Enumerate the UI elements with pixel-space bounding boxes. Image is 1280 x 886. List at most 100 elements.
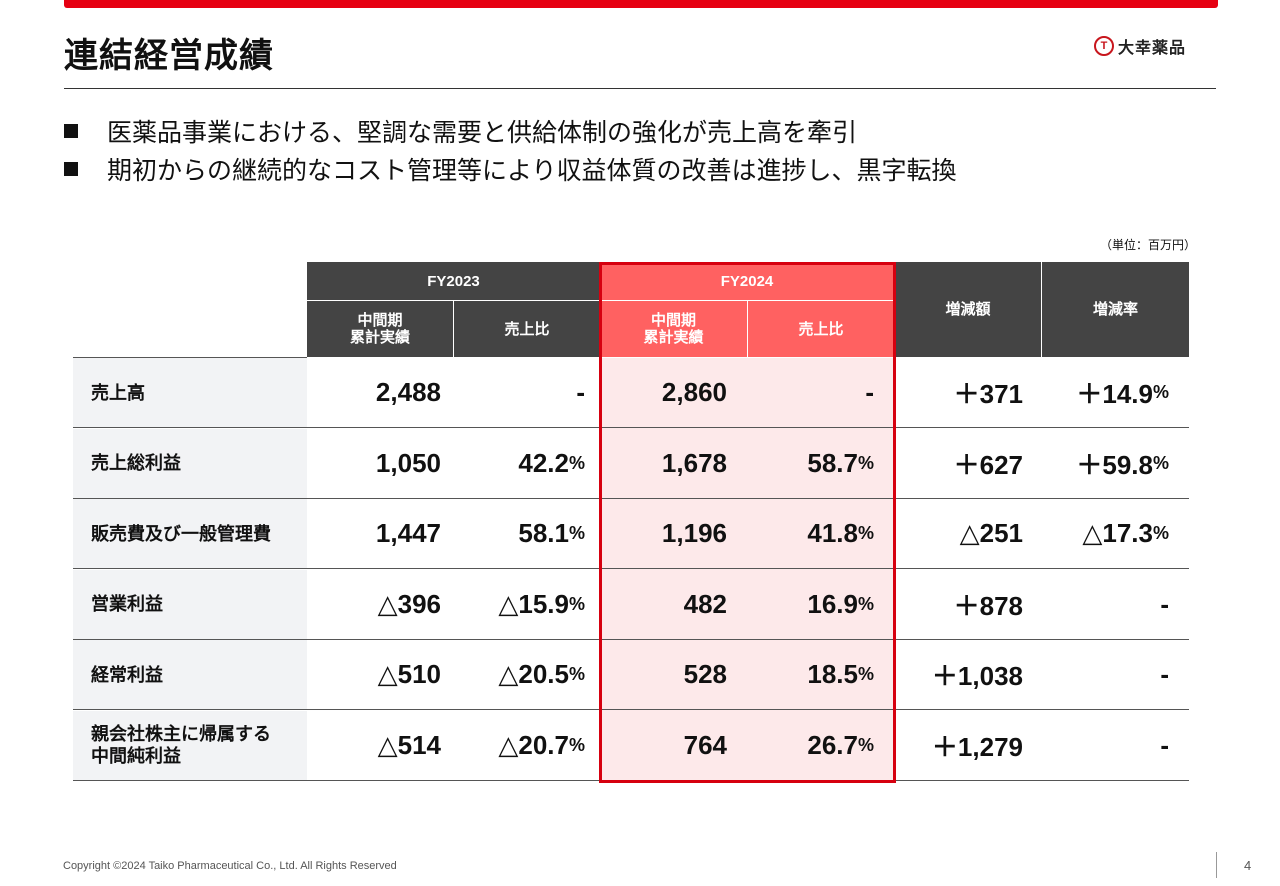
cell-value: 1,678 [661, 447, 727, 478]
cell-value: 482 [683, 588, 727, 619]
cell-value: △510 [377, 659, 441, 689]
fy2023-ratio-cell: 42.2% [439, 429, 585, 498]
cell-value: △396 [377, 588, 441, 619]
header-line: 累計実績 [643, 329, 704, 346]
fy2023-interim-cell: △514 [295, 711, 441, 780]
fy2024-ratio-cell: 16.9% [728, 570, 874, 639]
change-amount-cell: △251 [877, 499, 1023, 568]
cell-value: 2,488 [375, 377, 441, 407]
cell-value: △20.7 [498, 729, 569, 760]
change-amount-cell: ＋1,038 [877, 640, 1023, 709]
row-label-line: 売上総利益 [91, 453, 181, 473]
cell-value: △17.3 [1082, 518, 1153, 548]
row-label: 営業利益 [73, 569, 307, 639]
percent-sign: % [1152, 452, 1169, 473]
header-line: 中間期 [650, 312, 696, 329]
cell-value: ＋878 [953, 590, 1023, 621]
table-row: 親会社株主に帰属する 中間純利益 △514 △20.7% 764 26.7% ＋1,279- [73, 710, 1189, 781]
header-separator [747, 301, 748, 357]
cell-value: 2,860 [661, 377, 727, 407]
percent-sign: % [857, 593, 874, 614]
fy2024-ratio-cell: 26.7% [728, 711, 874, 780]
header-line: 累計実績 [349, 329, 410, 346]
fy2024-ratio-cell: 58.7% [728, 429, 874, 498]
header-fy2024-ratio: 売上比 [748, 301, 894, 357]
title-divider [64, 88, 1216, 89]
row-label-line: 営業利益 [91, 594, 163, 614]
row-label-line: 親会社株主に帰属する [91, 724, 271, 744]
percent-sign: % [857, 734, 874, 755]
table-row: 売上総利益 1,050 42.2% 1,678 58.7% ＋627 ＋59.8% [73, 428, 1189, 499]
logo-text: 大幸薬品 [1118, 40, 1187, 57]
percent-sign: % [568, 523, 585, 543]
fy2023-ratio-cell: 58.1% [439, 499, 585, 568]
bullet-list: 医薬品事業における、堅調な需要と供給体制の強化が売上高を牽引 期初からの継続的な… [64, 112, 957, 188]
percent-sign: % [568, 593, 585, 614]
row-label-line: 中間純利益 [91, 746, 181, 766]
bullet-text: 期初からの継続的なコスト管理等により収益体質の改善は進捗し、黒字転換 [107, 157, 957, 185]
fy2023-ratio-cell: △20.7% [439, 711, 585, 780]
header-change-rate: 増減率 [1042, 262, 1189, 357]
unit-note: （単位：百万円） [1100, 238, 1197, 252]
change-rate-cell: - [1023, 570, 1169, 639]
percent-sign: % [1152, 382, 1169, 402]
header-fy2024-interim: 中間期 累計実績 [600, 301, 747, 357]
header-separator [453, 301, 454, 357]
fy2024-highlight-background [601, 358, 895, 781]
change-rate-cell: - [1023, 640, 1169, 709]
header-fy2023: FY2023 [307, 262, 600, 300]
cell-value: - [1160, 729, 1169, 760]
percent-sign: % [857, 664, 874, 684]
fy2023-interim-cell: 2,488 [295, 358, 441, 427]
percent-sign: % [568, 664, 585, 684]
percent-sign: % [568, 734, 585, 755]
bullet-item: 医薬品事業における、堅調な需要と供給体制の強化が売上高を牽引 [64, 112, 957, 150]
fy2024-interim-cell: 528 [581, 640, 727, 709]
row-label-line: 経常利益 [91, 664, 163, 685]
cell-value: ＋1,279 [931, 731, 1023, 762]
cell-value: 16.9 [807, 588, 858, 619]
row-label-line: 売上高 [91, 382, 145, 403]
row-label: 売上総利益 [73, 428, 307, 498]
logo-icon: T [1094, 36, 1114, 56]
cell-value: ＋371 [953, 379, 1023, 409]
fy2023-ratio-cell: - [439, 358, 585, 427]
page-title: 連結経営成績 [64, 37, 274, 75]
header-bottom-line [73, 357, 307, 358]
change-rate-cell: - [1023, 711, 1169, 780]
fy2023-interim-cell: 1,050 [295, 429, 441, 498]
cell-value: △20.5 [498, 659, 569, 689]
header-separator [600, 300, 894, 301]
table-row: 営業利益 △396 △15.9% 482 16.9% ＋878- [73, 569, 1189, 640]
fy2023-interim-cell: △510 [295, 640, 441, 709]
cell-value: - [1160, 588, 1169, 619]
cell-value: - [576, 377, 585, 407]
fy2024-ratio-cell: 41.8% [728, 499, 874, 568]
bullet-item: 期初からの継続的なコスト管理等により収益体質の改善は進捗し、黒字転換 [64, 150, 957, 188]
cell-value: 41.8 [807, 518, 858, 548]
cell-value: ＋627 [953, 449, 1023, 480]
cell-value: ＋14.9 [1076, 379, 1153, 409]
cell-value: 1,196 [661, 518, 727, 548]
square-bullet-icon [64, 124, 78, 138]
table-row: 売上高 2,488-2,860- ＋371 ＋14.9% [73, 358, 1189, 428]
fy2023-interim-cell: 1,447 [295, 499, 441, 568]
row-label: 売上高 [73, 358, 307, 427]
header-change-amount: 増減額 [895, 262, 1041, 357]
change-rate-cell: ＋14.9% [1023, 358, 1169, 427]
cell-value: ＋59.8 [1076, 449, 1153, 480]
cell-value: 26.7 [807, 729, 858, 760]
bullet-text: 医薬品事業における、堅調な需要と供給体制の強化が売上高を牽引 [107, 119, 858, 147]
cell-value: △251 [959, 518, 1023, 548]
header-fy2024: FY2024 [600, 262, 894, 300]
change-rate-cell: ＋59.8% [1023, 429, 1169, 498]
cell-value: 764 [683, 729, 727, 760]
fy2024-interim-cell: 1,678 [581, 429, 727, 498]
fy2024-interim-cell: 2,860 [581, 358, 727, 427]
square-bullet-icon [64, 162, 78, 176]
percent-sign: % [568, 452, 585, 473]
cell-value: - [1160, 659, 1169, 689]
company-logo: T 大幸薬品 [1094, 34, 1186, 58]
change-amount-cell: ＋878 [877, 570, 1023, 639]
fy2024-interim-cell: 1,196 [581, 499, 727, 568]
